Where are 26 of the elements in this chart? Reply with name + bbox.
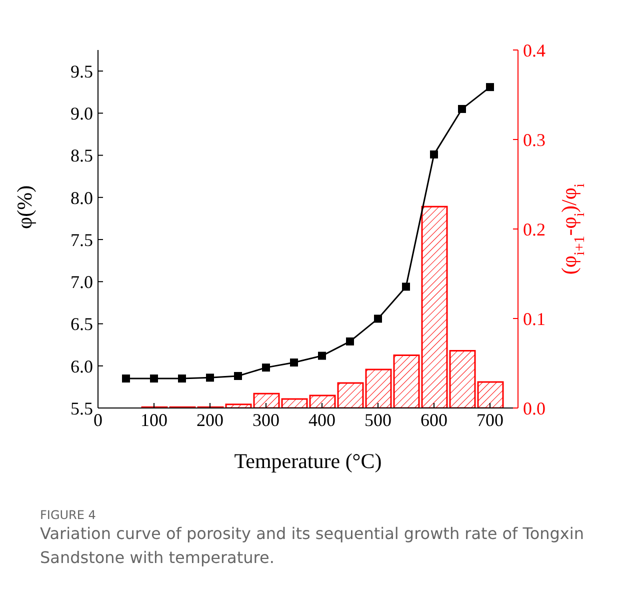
y-tick-label: 9.0 (70, 104, 93, 124)
x-tick-label: 400 (308, 410, 336, 430)
x-tick-label: 200 (196, 410, 224, 430)
y-tick-label: 8.5 (70, 146, 93, 166)
y2-tick-label: 0.4 (523, 40, 546, 60)
y-tick-label: 6.5 (70, 314, 93, 334)
y-tick-label: 7.0 (70, 272, 93, 292)
caption: FIGURE 4 (40, 508, 97, 522)
y-tick-label: 6.0 (70, 356, 93, 376)
y-tick-label: 8.0 (70, 188, 93, 208)
y-tick-label: 7.5 (70, 230, 93, 250)
y2-tick-label: 0.0 (523, 398, 546, 418)
x-axis-title: Temperature (°C) (234, 449, 382, 473)
x-tick-label: 0 (94, 410, 102, 430)
y2-tick-label: 0.3 (523, 130, 546, 150)
text: Variation curve of porosity and its sequential growth rate of Tongxin Sandstone with temperature. (40, 523, 585, 569)
x-tick-label: 300 (252, 410, 280, 430)
x-tick-label: 700 (476, 410, 504, 430)
x-tick-label: 600 (420, 410, 448, 430)
y-axis-title: φ(%) (12, 185, 36, 229)
x-tick-label: 500 (364, 410, 392, 430)
y-tick-label: 9.5 (70, 61, 93, 82)
y2-tick-label: 0.1 (523, 308, 546, 329)
x-tick-label: 100 (140, 410, 168, 430)
y-tick-label: 5.5 (70, 398, 93, 418)
y2-tick-label: 0.2 (523, 219, 546, 240)
